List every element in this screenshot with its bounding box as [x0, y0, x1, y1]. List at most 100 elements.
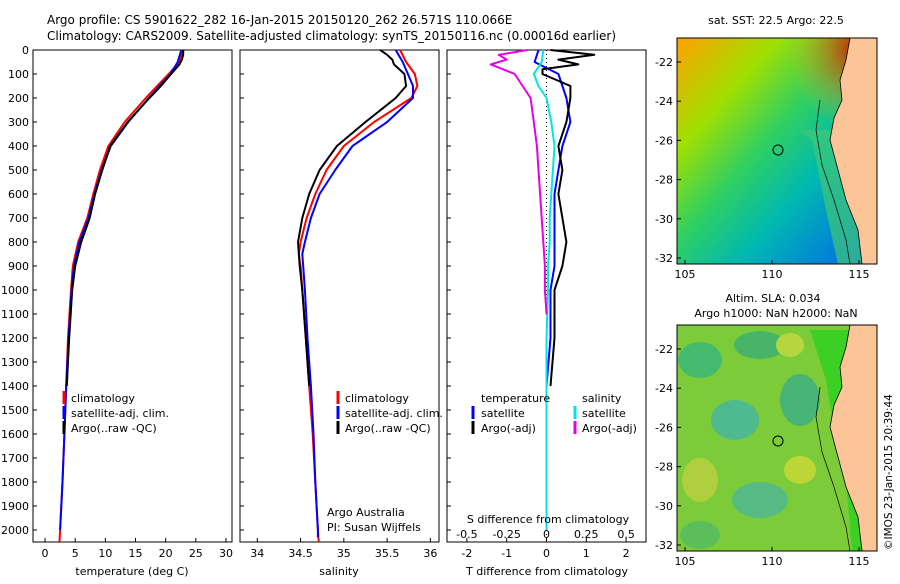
depth-tick-label: 400	[8, 140, 29, 153]
sla-blob	[680, 521, 720, 549]
difference-xlabel-top: S difference from climatology	[467, 513, 630, 526]
x-tick-label: 5	[72, 547, 79, 560]
x-top-tick-label: -0.5	[456, 528, 477, 541]
legend-argo-raw: Argo(..raw -QC)	[345, 422, 431, 435]
depth-tick-label: 600	[8, 188, 29, 201]
depth-tick-label: 1900	[1, 500, 29, 513]
depth-tick-label: 1100	[1, 308, 29, 321]
x-tick-label: -1	[501, 547, 512, 560]
lon-tick-label: 115	[849, 555, 870, 568]
lat-tick-label: -26	[655, 134, 673, 147]
depth-tick-label: 1200	[1, 332, 29, 345]
sla-map-title-1: Altim. SLA: 0.034	[725, 292, 820, 305]
lon-tick-label: 110	[762, 268, 783, 281]
sst-map-frame	[676, 37, 878, 265]
x-tick-label: 2	[623, 547, 630, 560]
x-tick-label: 30	[219, 547, 233, 560]
depth-tick-label: 1700	[1, 452, 29, 465]
depth-tick-label: 800	[8, 236, 29, 249]
lon-tick-label: 105	[675, 555, 696, 568]
sla-blob	[732, 482, 788, 518]
legend-argo-raw: Argo(..raw -QC)	[71, 422, 157, 435]
series-line	[541, 49, 596, 387]
series-line	[301, 49, 414, 538]
legend-climatology: climatology	[71, 392, 135, 405]
sla-map-axes: 105 110 115 -22 -24 -26 -28 -30 -32	[655, 343, 869, 568]
sla-blob	[780, 374, 820, 426]
depth-tick-label: 2000	[1, 524, 29, 537]
figure-title-line1: Argo profile: CS 5901622_282 16-Jan-2015…	[47, 13, 512, 27]
sst-map-title: sat. SST: 22.5 Argo: 22.5	[708, 14, 844, 27]
x-tick-label: 0	[42, 547, 49, 560]
depth-tick-label: 700	[8, 212, 29, 225]
depth-tick-label: 1000	[1, 284, 29, 297]
lon-tick-label: 110	[762, 555, 783, 568]
legend-temperature-head: temperature	[481, 392, 550, 405]
sla-blob	[776, 333, 804, 357]
series-line	[297, 49, 408, 387]
lat-tick-label: -28	[655, 461, 673, 474]
x-tick-label: 34	[250, 547, 264, 560]
temperature-chart: 0 5 10 15 20 25 30	[42, 49, 233, 560]
legend-salinity-head: salinity	[582, 392, 622, 405]
lat-tick-label: -22	[655, 56, 673, 69]
sla-blob	[678, 342, 722, 378]
salinity-xlabel: salinity	[319, 565, 359, 578]
lat-tick-label: -28	[655, 174, 673, 187]
x-tick-label: 0	[543, 547, 550, 560]
x-tick-label: 34.5	[288, 547, 313, 560]
sla-blob	[711, 400, 759, 440]
depth-tick-label: 500	[8, 164, 29, 177]
sla-profile-location-marker	[772, 435, 784, 447]
x-tick-label: 20	[159, 547, 173, 560]
depth-tick-label: 1400	[1, 380, 29, 393]
lat-tick-label: -32	[655, 539, 673, 552]
sla-bathymetry-contour	[815, 386, 851, 551]
temperature-panel	[32, 49, 233, 543]
depth-axis: 0 100 200 300 400 500 600 700 800 900 1000 1100 1200…	[1, 44, 451, 537]
x-tick-label: -2	[461, 547, 472, 560]
temperature-xlabel: temperature (deg C)	[75, 565, 188, 578]
series-line	[489, 49, 548, 315]
sst-bathymetry-contour	[815, 99, 851, 264]
legend-s-satellite: satellite	[582, 407, 626, 420]
difference-xlabel: T difference from climatology	[465, 565, 628, 578]
x-tick-label: 36	[423, 547, 437, 560]
difference-legend: temperature satellite Argo(-adj) salinit…	[471, 392, 637, 435]
depth-tick-label: 300	[8, 116, 29, 129]
depth-tick-label: 900	[8, 260, 29, 273]
salinity-chart: 34 34.5 35 35.5 36	[250, 49, 437, 560]
legend-satellite-adj: satellite-adj. clim.	[71, 407, 169, 420]
depth-tick-label: 100	[8, 68, 29, 81]
salinity-panel	[239, 49, 440, 543]
salinity-legend: climatology satellite-adj. clim. Argo(..…	[336, 391, 443, 435]
x-tick-label: 35.5	[375, 547, 400, 560]
sla-blob	[682, 458, 718, 502]
series-line	[532, 49, 556, 530]
temperature-legend: climatology satellite-adj. clim. Argo(..…	[62, 391, 169, 435]
institution-note: Argo Australia	[327, 506, 405, 519]
sst-profile-location-marker	[772, 144, 784, 156]
lon-tick-label: 105	[675, 268, 696, 281]
legend-t-argo-adj: Argo(-adj)	[481, 422, 536, 435]
x-top-tick-label: -0.25	[492, 528, 520, 541]
legend-satellite-adj: satellite-adj. clim.	[345, 407, 443, 420]
lat-tick-label: -30	[655, 213, 673, 226]
pi-note: PI: Susan Wijffels	[327, 521, 421, 534]
lon-tick-label: 115	[849, 268, 870, 281]
figure-title-line2: Climatology: CARS2009. Satellite-adjuste…	[47, 29, 616, 43]
lat-tick-label: -24	[655, 382, 673, 395]
lat-tick-label: -22	[655, 343, 673, 356]
x-tick-label: 1	[583, 547, 590, 560]
legend-s-argo-adj: Argo(-adj)	[582, 422, 637, 435]
sla-anomaly-blobs	[678, 331, 820, 549]
lat-tick-label: -26	[655, 421, 673, 434]
legend-t-satellite: satellite	[481, 407, 525, 420]
imos-credit: ©IMOS 23-Jan-2015 20:39:44	[883, 394, 895, 550]
x-top-tick-label: 0.25	[574, 528, 599, 541]
depth-tick-label: 1800	[1, 476, 29, 489]
lat-tick-label: -24	[655, 95, 673, 108]
x-tick-label: 10	[98, 547, 112, 560]
legend-climatology: climatology	[345, 392, 409, 405]
